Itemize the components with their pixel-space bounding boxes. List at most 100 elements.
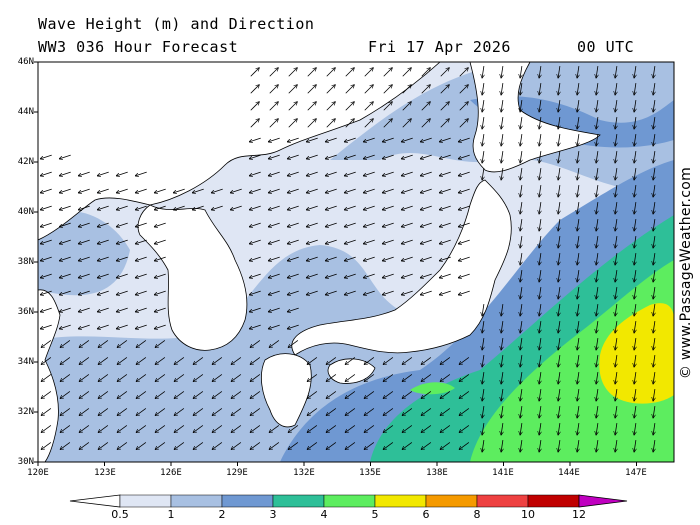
wave-arrow bbox=[269, 85, 278, 94]
wave-arrow bbox=[634, 253, 636, 265]
wave-arrow bbox=[402, 85, 411, 94]
wave-arrow bbox=[231, 425, 242, 432]
wave-arrow bbox=[596, 219, 598, 231]
wave-arrow bbox=[653, 287, 655, 299]
wave-arrow bbox=[155, 408, 166, 415]
colorbar-swatch bbox=[425, 494, 478, 508]
wave-arrow bbox=[78, 171, 90, 176]
wave-arrow bbox=[577, 202, 579, 214]
wave-arrow bbox=[40, 205, 52, 210]
wave-arrow bbox=[287, 188, 299, 193]
wave-arrow bbox=[212, 442, 223, 449]
wave-arrow bbox=[482, 83, 484, 95]
wave-arrow bbox=[231, 442, 242, 449]
wave-arrow bbox=[288, 102, 297, 111]
map-title: Wave Height (m) and Direction bbox=[38, 15, 315, 33]
wave-arrow bbox=[401, 171, 413, 176]
wave-arrow bbox=[116, 256, 128, 261]
wave-arrow bbox=[212, 391, 223, 398]
wave-arrow bbox=[363, 239, 375, 244]
wave-arrow bbox=[577, 134, 579, 146]
wave-arrow bbox=[615, 389, 617, 401]
wave-arrow bbox=[577, 185, 579, 197]
wave-arrow bbox=[634, 321, 636, 333]
wave-arrow bbox=[596, 355, 598, 367]
wave-arrow bbox=[306, 273, 318, 278]
wave-arrow bbox=[212, 374, 223, 381]
wave-arrow bbox=[326, 374, 337, 381]
wave-arrow bbox=[458, 222, 470, 227]
wave-arrow bbox=[420, 188, 432, 193]
wave-arrow bbox=[326, 391, 337, 398]
colorbar-swatch bbox=[119, 494, 172, 508]
wave-arrow bbox=[287, 154, 299, 159]
wave-arrow bbox=[421, 357, 432, 364]
wave-arrow bbox=[577, 66, 579, 78]
wave-arrow bbox=[363, 171, 375, 176]
wave-arrow bbox=[459, 357, 470, 364]
wave-arrow bbox=[78, 222, 90, 227]
wave-arrow bbox=[439, 222, 451, 227]
wave-arrow bbox=[615, 406, 617, 418]
wave-arrow bbox=[60, 374, 71, 381]
wave-arrow bbox=[482, 321, 484, 333]
wave-arrow bbox=[420, 205, 432, 210]
wave-arrow bbox=[40, 290, 52, 295]
wave-arrow bbox=[634, 100, 636, 112]
wave-arrow bbox=[155, 357, 166, 364]
wave-arrow bbox=[558, 185, 560, 197]
wave-arrow bbox=[439, 205, 451, 210]
wave-arrow bbox=[154, 256, 166, 261]
wave-arrow bbox=[117, 391, 128, 398]
wave-arrow bbox=[577, 423, 579, 435]
wave-arrow bbox=[520, 168, 522, 180]
wave-arrow bbox=[326, 119, 335, 128]
wave-arrow bbox=[615, 236, 617, 248]
land-korea bbox=[137, 204, 248, 351]
wave-arrow bbox=[59, 307, 71, 312]
wave-arrow bbox=[634, 134, 636, 146]
wave-arrow bbox=[482, 66, 484, 78]
wave-arrow bbox=[558, 66, 560, 78]
wave-arrow bbox=[117, 425, 128, 432]
wave-arrow bbox=[653, 185, 655, 197]
wave-arrow bbox=[558, 236, 560, 248]
wave-arrow bbox=[307, 374, 318, 381]
wave-arrow bbox=[40, 256, 52, 261]
forecast-label: WW3 036 Hour Forecast bbox=[38, 38, 239, 56]
wave-arrow bbox=[97, 239, 109, 244]
wave-arrow bbox=[154, 290, 166, 295]
wave-arrow bbox=[653, 406, 655, 418]
wave-arrow bbox=[615, 304, 617, 316]
wave-arrow bbox=[288, 119, 297, 128]
wave-arrow bbox=[653, 389, 655, 401]
wave-arrow bbox=[596, 151, 598, 163]
wave-arrow bbox=[539, 117, 541, 129]
wave-arrow bbox=[363, 137, 375, 142]
wave-arrow bbox=[615, 321, 617, 333]
wave-arrow bbox=[288, 442, 299, 449]
wave-arrow bbox=[79, 374, 90, 381]
colorbar-label: 0.5 bbox=[111, 508, 129, 521]
wave-arrow bbox=[40, 324, 52, 329]
wave-arrow bbox=[382, 171, 394, 176]
wave-arrow bbox=[98, 442, 109, 449]
wave-arrow bbox=[59, 205, 71, 210]
wave-arrow bbox=[306, 171, 318, 176]
wave-arrow bbox=[287, 222, 299, 227]
wave-arrow bbox=[307, 85, 316, 94]
wave-arrow bbox=[40, 273, 52, 278]
wave-arrow bbox=[482, 372, 484, 384]
lat-label: 36N bbox=[17, 307, 34, 317]
wave-arrow bbox=[344, 256, 356, 261]
wave-arrow bbox=[306, 188, 318, 193]
wave-arrow bbox=[634, 219, 636, 231]
colorbar-swatch bbox=[323, 494, 376, 508]
wave-arrow bbox=[193, 357, 204, 364]
lon-label: 123E bbox=[94, 468, 116, 478]
wave-arrow bbox=[325, 137, 337, 142]
wave-arrow bbox=[539, 372, 541, 384]
wave-arrow bbox=[60, 357, 71, 364]
wave-arrow bbox=[345, 425, 356, 432]
wave-arrow bbox=[306, 256, 318, 261]
